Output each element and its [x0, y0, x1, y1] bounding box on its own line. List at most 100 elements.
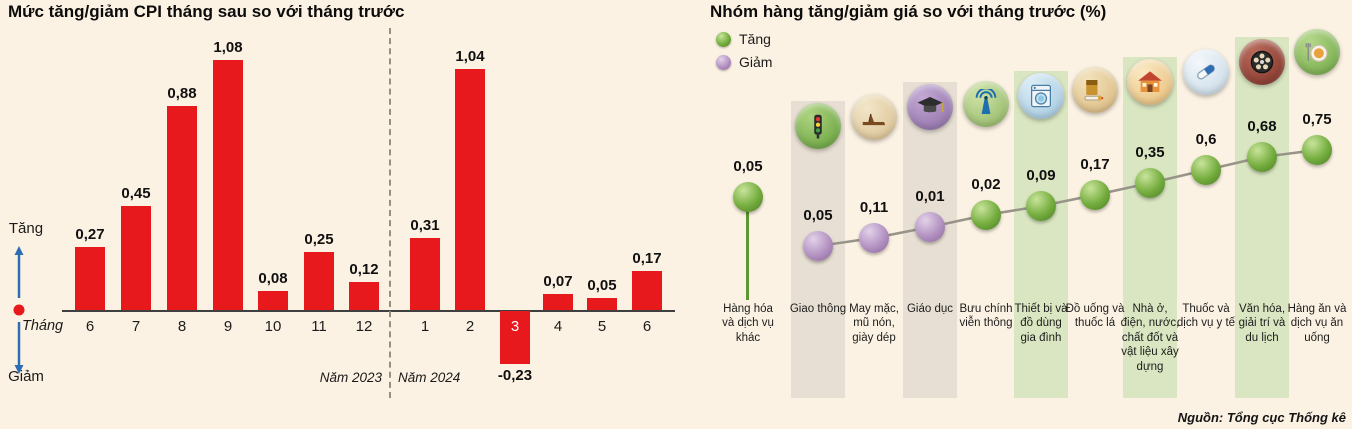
month-tick-label: 4 [553, 318, 563, 335]
traffic-light-icon [795, 103, 841, 149]
data-point-ball [1247, 142, 1277, 172]
category-label: Giáo dục [906, 303, 954, 315]
bar-value-label: 1,08 [213, 39, 243, 56]
left-chart-title: Mức tăng/giảm CPI tháng sau so với tháng… [8, 2, 405, 21]
legend: Tăng Giảm [716, 31, 772, 77]
category-label: Thuốc và dịch vụ y tế [1176, 303, 1236, 330]
axis-down-label: Giảm [8, 368, 44, 385]
cpi-bar [543, 294, 573, 310]
bar-value-label: 0,31 [410, 217, 440, 234]
legend-item-increase: Tăng [716, 31, 772, 47]
category-column: 0,68 Văn hóa, giải trí và du lịch [1234, 0, 1290, 429]
category-label: Hàng hóa và dịch vụ khác [722, 303, 774, 344]
bar-value-label: 0,07 [543, 273, 573, 290]
bar-value-label: 0,27 [75, 226, 105, 243]
category-column: 0,75 Hàng ăn và dịch vụ ăn uống [1287, 0, 1347, 429]
point-value-label: 0,09 [1026, 167, 1056, 184]
point-value-label: 0,17 [1080, 156, 1110, 173]
bar-group: 0,05 5 [587, 0, 617, 429]
column-band [1014, 71, 1068, 398]
source-note: Nguồn: Tổng cục Thống kê [1177, 410, 1346, 425]
bar-value-label: 0,25 [304, 231, 334, 248]
data-point-ball [1135, 168, 1165, 198]
category-label: Thiết bị và đồ dùng gia đình [1014, 303, 1068, 344]
cpi-bar [410, 238, 440, 310]
month-tick-label: 8 [177, 318, 187, 335]
bar-value-label: 1,04 [455, 48, 485, 65]
category-column: 0,02 Bưu chính viễn thông [958, 0, 1014, 429]
bar-value-label: -0,23 [497, 367, 533, 384]
category-label: Giao thông [789, 303, 847, 315]
clothing-shoes-icon [851, 94, 897, 140]
cpi-bar [75, 247, 105, 310]
month-tick-label: 9 [223, 318, 233, 335]
axis-direction-arrows [13, 246, 25, 374]
commodity-groups-chart: Nhóm hàng tăng/giảm giá so với tháng trư… [690, 0, 1352, 429]
connecting-line [817, 148, 1318, 248]
data-point-ball [915, 212, 945, 242]
category-label: Đồ uống và thuốc lá [1065, 303, 1125, 330]
category-label: Nhà ở, điện, nước, chất đốt và vật liệu … [1120, 303, 1180, 373]
house-icon [1127, 59, 1173, 105]
drinks-tobacco-icon [1072, 67, 1118, 113]
point-value-label: 0,11 [859, 199, 889, 216]
legend-label: Tăng [739, 31, 771, 47]
bar-group: 0,88 8 [167, 0, 197, 429]
cpi-bar [167, 106, 197, 310]
category-column: 0,05 Hàng hóa và dịch vụ khác [720, 0, 776, 429]
data-point-ball [1191, 155, 1221, 185]
bar-group: -0,23 3 [498, 0, 532, 429]
cpi-bar [258, 291, 288, 310]
month-tick-label: 10 [264, 318, 282, 335]
column-band [1235, 37, 1289, 398]
point-value-label: 0,35 [1135, 144, 1165, 161]
category-label: May mặc, mũ nón, giày dép [849, 303, 899, 344]
bar-value-label: 0,17 [632, 250, 662, 267]
bar-group: 0,12 12 [349, 0, 379, 429]
data-point-ball [971, 200, 1001, 230]
category-column: 0,01 Giáo dục [902, 0, 958, 429]
bar-group: 0,07 4 [543, 0, 573, 429]
cpi-bar [213, 60, 243, 310]
cpi-bar-chart: Mức tăng/giảm CPI tháng sau so với tháng… [8, 0, 675, 429]
category-label: Hàng ăn và dịch vụ ăn uống [1287, 303, 1347, 344]
x-axis-title: Tháng [22, 318, 64, 334]
antenna-icon [963, 81, 1009, 127]
bar-group: 1,04 2 [455, 0, 485, 429]
month-tick-label: 12 [355, 318, 373, 335]
cpi-bar [455, 69, 485, 310]
category-column: 0,17 Đồ uống và thuốc lá [1065, 0, 1125, 429]
x-axis-line [62, 310, 675, 312]
bar-value-label: 0,12 [349, 261, 379, 278]
point-value-label: 0,01 [915, 188, 945, 205]
film-reel-icon [1239, 39, 1285, 85]
bar-value-label: 0,05 [587, 277, 617, 294]
bar-group: 0,25 11 [304, 0, 334, 429]
point-value-label: 0,75 [1302, 111, 1332, 128]
year-2023-label: Năm 2023 [319, 370, 382, 385]
washing-machine-icon [1018, 73, 1064, 119]
cpi-bar [349, 282, 379, 310]
month-tick-label: 3 [510, 318, 520, 335]
category-column: 0,35 Nhà ở, điện, nước, chất đốt và vật … [1120, 0, 1180, 429]
bar-group: 0,27 6 [75, 0, 105, 429]
graduation-cap-icon [907, 84, 953, 130]
bar-value-label: 0,08 [258, 270, 288, 287]
month-tick-label: 11 [311, 318, 327, 335]
legend-label: Giảm [739, 54, 773, 70]
data-point-ball [1080, 180, 1110, 210]
cpi-bar [632, 271, 662, 310]
decrease-dot-icon [716, 54, 731, 70]
month-tick-label: 5 [597, 318, 607, 335]
category-column: 0,05 Giao thông [790, 0, 846, 429]
year-divider-line [389, 28, 391, 398]
data-point-ball [733, 182, 763, 212]
column-band [1123, 57, 1177, 398]
point-value-label: 0,68 [1247, 118, 1277, 135]
cpi-bar [304, 252, 334, 310]
category-column: 0,11 May mặc, mũ nón, giày dép [846, 0, 902, 429]
data-point-ball [1302, 135, 1332, 165]
increase-dot-icon [716, 31, 731, 47]
bar-group: 0,45 7 [121, 0, 151, 429]
medicine-pill-icon [1183, 49, 1229, 95]
